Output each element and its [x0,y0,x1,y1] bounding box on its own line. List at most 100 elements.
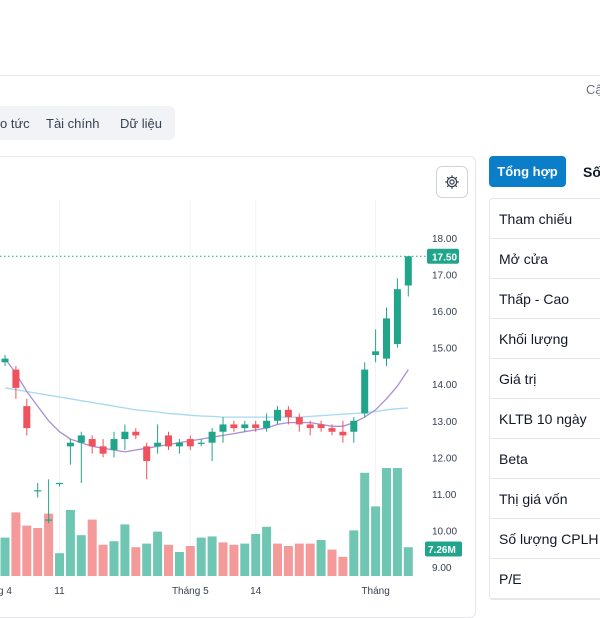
candle-body [175,442,183,447]
candle-body [241,424,249,429]
volume-bar [120,524,130,576]
candle-body [12,369,20,388]
tab-dividends[interactable]: o tức [0,116,30,131]
candle-body [23,406,31,429]
volume-bar [294,543,304,576]
volume-bar [87,519,97,576]
candle-body [284,409,292,418]
volume-bar [349,530,359,576]
candle-body [372,351,380,355]
candle-body [45,519,53,521]
ma-short-line [4,358,409,453]
volume-bar [142,543,152,576]
price-markers: 17.50 7.26M [0,248,462,557]
candle-body [383,318,390,359]
candle-body [110,439,118,451]
candle-body [350,420,358,432]
y-tick-label: 16.00 [432,307,457,318]
x-tick-label: Tháng 5 [172,586,209,597]
volume-bar [392,468,402,576]
volume-bar [338,556,348,576]
candle-body [121,431,129,440]
volume-bar [0,537,10,576]
volume-bar [22,525,32,576]
volume-bar [207,536,217,576]
info-row-reference: Tham chiếu [490,199,600,239]
candlestick-chart[interactable]: 18.00 17.00 16.00 15.00 14.00 13.00 12.00 11.00… [0,0,600,600]
volume-bar [240,543,250,576]
candle-body [88,439,96,447]
volume-label: 7.26M [428,545,456,556]
x-tick-label: Tháng [361,586,389,597]
candle-body [154,442,162,447]
volume-bar [174,552,184,576]
info-row-low-high: Thấp - Cao [490,279,600,319]
chart-settings-button[interactable] [436,166,468,198]
volume-bar [98,544,108,576]
y-tick-label: 9.00 [432,563,452,574]
candle-body [274,409,281,421]
volume-bar [360,472,370,576]
info-row-volume: Khối lượng [490,319,600,359]
y-tick-label: 18.00 [432,234,457,245]
candle-body [34,490,42,492]
x-tick-label: g 4 [0,586,12,597]
y-tick-label: 14.00 [432,380,457,391]
candle-body [165,435,172,447]
y-tick-label: 11.00 [432,490,457,501]
volume-bar [65,510,75,576]
current-price-tag [427,248,459,264]
x-axis-labels: g 4 11 Tháng 5 14 Tháng [0,586,390,597]
volume-bars [0,468,413,576]
candle-body [295,417,303,425]
info-row-shares-outstanding: Số lượng CPLH [490,519,600,559]
candle-body [393,289,401,345]
candle-body [197,442,205,444]
volume-bar [218,542,228,576]
candle-body [132,431,140,436]
section-tabs: o tức Tài chính Dữ liệu [0,106,175,140]
candle-body [252,424,260,429]
tab-numbers[interactable]: Số [583,164,600,180]
candle-body [56,482,63,485]
volume-bar [153,531,163,576]
volume-bar [11,512,21,576]
volume-bar [327,549,337,576]
moving-averages [4,358,409,453]
volume-bar [185,546,195,576]
tab-summary[interactable]: Tổng hợp [489,156,566,187]
candle-body [143,446,151,461]
update-text: Cậ [586,82,600,97]
candles [1,256,412,524]
x-tick-label: 11 [54,586,65,597]
x-tick-label: 14 [250,586,262,597]
candle-body [306,424,314,429]
candle-body [77,435,85,443]
candle-body [186,439,194,447]
info-row-value: Giá trị [490,359,600,399]
y-tick-label: 12.00 [432,453,457,464]
candle-body [208,431,216,443]
volume-bar [33,528,43,576]
y-tick-label: 13.00 [432,417,457,428]
volume-bar [55,553,64,576]
candle-body [361,369,369,414]
candle-body [317,424,325,429]
info-row-avg-volume-10d: KLTB 10 ngày [490,399,600,439]
ma-long-line [4,387,409,418]
volume-bar [164,544,173,576]
candle-body [230,424,238,429]
volume-bar [44,513,54,576]
top-header [0,0,600,76]
volume-bar [196,537,206,576]
candle-body [1,358,9,363]
tab-financials[interactable]: Tài chính [46,116,100,131]
summary-info-list: Tham chiếu Mở cửa Thấp - Cao Khối lượng … [489,198,600,600]
volume-bar [403,547,413,576]
y-axis-labels: 18.00 17.00 16.00 15.00 14.00 13.00 12.00 11.00… [432,234,457,574]
y-tick-label: 10.00 [432,526,457,537]
volume-bar [262,526,272,576]
candle-body [66,442,74,447]
tab-data[interactable]: Dữ liệu [120,116,162,131]
volume-bar [251,534,261,576]
